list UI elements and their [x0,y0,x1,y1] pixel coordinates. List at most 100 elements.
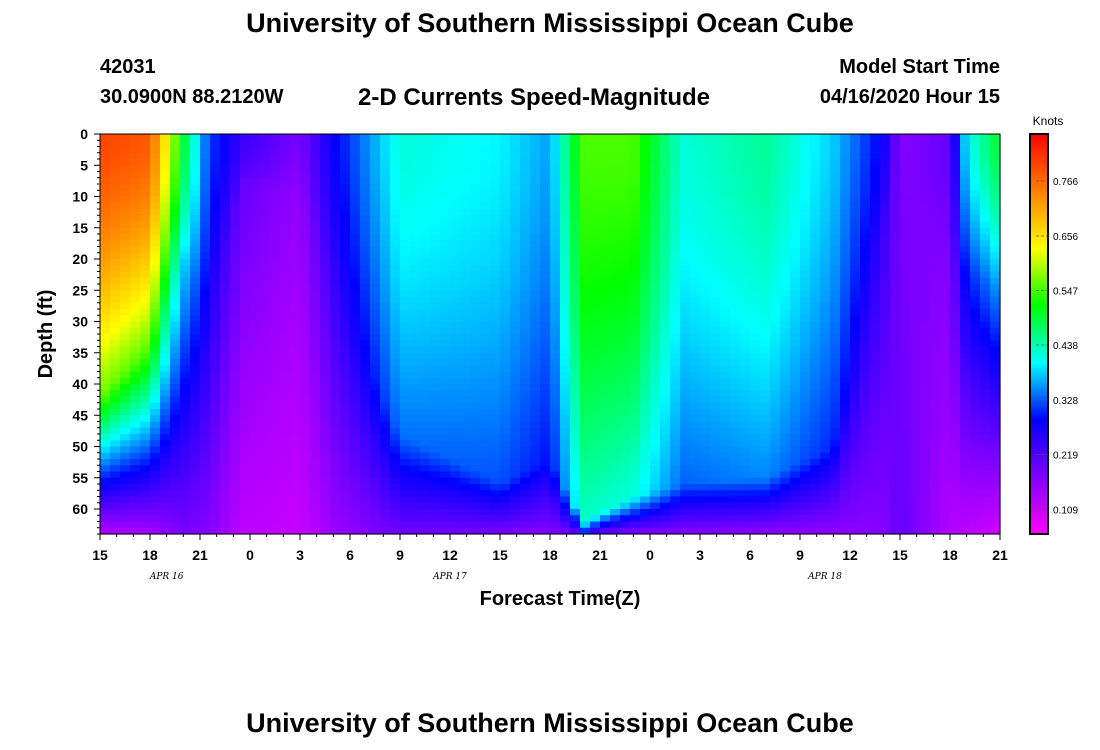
heatmap-cell [840,202,851,210]
heatmap-cell [500,515,511,523]
heatmap-cell [740,484,751,491]
heatmap-cell [800,271,811,279]
heatmap-cell [750,490,761,498]
heatmap-cell [410,159,421,166]
heatmap-cell [510,515,521,523]
heatmap-cell [460,146,471,154]
heatmap-cell [810,371,821,379]
heatmap-cell [460,446,471,454]
heatmap-cell [820,371,831,379]
heatmap-cell [450,171,461,179]
heatmap-cell [560,234,571,241]
heatmap-cell [820,215,831,223]
heatmap-cell [280,184,291,191]
heatmap-cell [400,415,411,423]
heatmap-cell [600,352,611,360]
heatmap-cell [540,259,551,266]
heatmap-cell [470,296,481,304]
heatmap-cell [740,409,751,416]
heatmap-cell [640,277,651,285]
heatmap-cell [600,427,611,435]
heatmap-cell [280,227,291,235]
heatmap-cell [480,277,491,285]
heatmap-cell [510,246,521,254]
heatmap-cell [730,402,741,410]
heatmap-cell [550,159,561,166]
heatmap-cell [510,284,521,291]
heatmap-cell [810,284,821,291]
heatmap-cell [270,152,281,160]
heatmap-cell [470,184,481,191]
heatmap-cell [690,371,701,379]
heatmap-cell [400,496,411,504]
heatmap-cell [710,471,721,479]
heatmap-cell [290,377,301,385]
heatmap-cell [630,452,641,460]
heatmap-cell [610,234,621,241]
heatmap-cell [110,227,121,235]
heatmap-cell [420,415,431,423]
heatmap-cell [730,209,741,216]
heatmap-cell [360,159,371,166]
heatmap-cell [540,402,551,410]
heatmap-cell [790,146,801,154]
heatmap-cell [380,346,391,354]
heatmap-cell [440,284,451,291]
heatmap-cell [560,140,571,148]
heatmap-cell [850,221,861,229]
heatmap-cell [500,446,511,454]
heatmap-cell [680,452,691,460]
heatmap-cell [420,165,431,173]
heatmap-cell [530,452,541,460]
heatmap-cell [480,446,491,454]
heatmap-cell [180,502,191,510]
heatmap-cell [760,434,771,441]
heatmap-cell [210,521,221,529]
heatmap-cell [170,334,181,341]
heatmap-cell [830,484,841,491]
heatmap-cell [310,359,321,366]
heatmap-cell [180,171,191,179]
heatmap-cell [610,221,621,229]
heatmap-cell [560,165,571,173]
heatmap-cell [630,277,641,285]
heatmap-cell [250,396,261,404]
heatmap-cell [710,502,721,510]
heatmap-cell [320,465,331,473]
heatmap-cell [140,190,151,198]
heatmap-cell [620,190,631,198]
heatmap-cell [760,221,771,229]
heatmap-cell [630,371,641,379]
heatmap-cell [580,340,591,348]
heatmap-cell [450,396,461,404]
heatmap-cell [760,202,771,210]
heatmap-cell [270,477,281,485]
heatmap-cell [750,259,761,266]
heatmap-cell [510,352,521,360]
heatmap-cell [450,184,461,191]
heatmap-cell [510,490,521,498]
heatmap-cell [680,340,691,348]
heatmap-cell [470,384,481,391]
heatmap-cell [140,390,151,398]
heatmap-cell [320,515,331,523]
heatmap-cell [680,434,691,441]
heatmap-cell [770,159,781,166]
heatmap-cell [590,427,601,435]
heatmap-cell [530,302,541,310]
heatmap-cell [610,359,621,366]
heatmap-cell [260,315,271,323]
station-id: 42031 [100,56,156,78]
heatmap-cell [210,352,221,360]
heatmap-cell [740,252,751,260]
heatmap-cell [140,240,151,248]
heatmap-cell [360,477,371,485]
heatmap-cell [440,252,451,260]
heatmap-cell [480,390,491,398]
heatmap-cell [330,246,341,254]
heatmap-cell [580,315,591,323]
heatmap-cell [740,277,751,285]
heatmap-cell [810,365,821,373]
heatmap-cell [760,252,771,260]
heatmap-cell [530,490,541,498]
